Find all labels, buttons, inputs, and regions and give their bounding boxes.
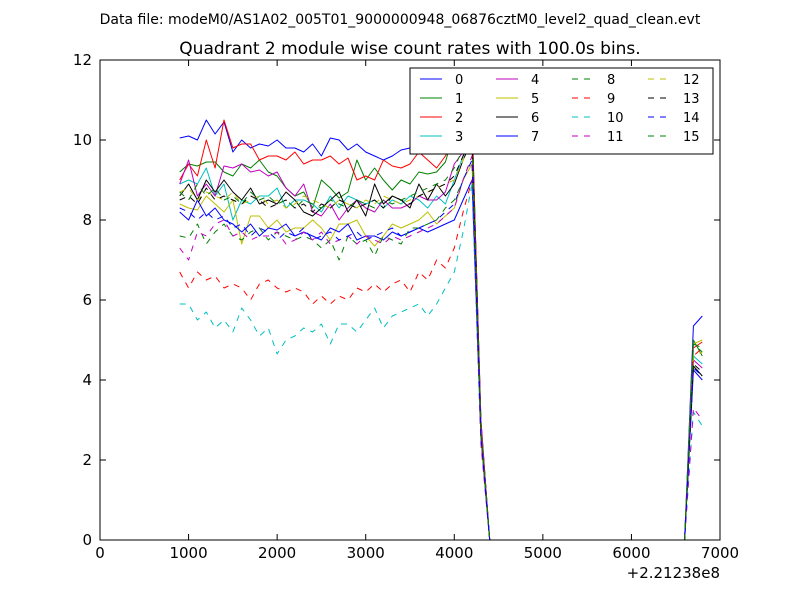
x-tick-label: 4000: [435, 544, 473, 562]
x-tick-label: 7000: [701, 544, 739, 562]
legend-label-6: 6: [531, 111, 539, 126]
series-line-6: [179, 139, 703, 540]
series-line-15: [179, 131, 703, 540]
x-tick-label: 3000: [347, 544, 385, 562]
file-suptitle: Data file: modeM0/AS1A02_005T01_90000009…: [100, 12, 701, 28]
x-tick-label: 6000: [612, 544, 650, 562]
legend-label-9: 9: [607, 92, 615, 107]
legend-label-7: 7: [531, 130, 539, 145]
y-tick-label: 0: [82, 531, 92, 549]
series-line-3: [179, 139, 703, 540]
series-line-4: [179, 139, 703, 540]
plot-area: [179, 81, 703, 540]
x-tick-label: 2000: [258, 544, 296, 562]
y-tick-label: 8: [82, 211, 92, 229]
legend-label-1: 1: [455, 92, 463, 107]
chart-title: Quadrant 2 module wise count rates with …: [179, 39, 640, 59]
legend-label-3: 3: [455, 130, 463, 145]
x-tick-label: 0: [95, 544, 105, 562]
series-line-9: [179, 179, 703, 540]
series-line-14: [179, 159, 703, 540]
series-line-1: [179, 115, 703, 540]
x-offset-label: +2.21238e8: [627, 564, 720, 582]
x-tick-label: 5000: [524, 544, 562, 562]
legend-label-0: 0: [455, 73, 463, 88]
legend-box: [409, 67, 714, 155]
series-line-12: [179, 143, 703, 540]
legend-label-2: 2: [455, 111, 463, 126]
y-tick-label: 12: [73, 51, 92, 69]
legend-label-14: 14: [683, 111, 700, 126]
legend-label-15: 15: [683, 130, 700, 145]
y-tick-label: 2: [82, 451, 92, 469]
series-line-7: [179, 179, 703, 540]
y-tick-label: 6: [82, 291, 92, 309]
legend-label-11: 11: [607, 130, 624, 145]
series-line-11: [179, 155, 703, 540]
series-line-8: [179, 155, 703, 540]
y-tick-label: 10: [73, 131, 92, 149]
series-line-2: [179, 119, 703, 540]
legend-label-13: 13: [683, 92, 700, 107]
legend-label-4: 4: [531, 73, 539, 88]
legend-label-10: 10: [607, 111, 624, 126]
series-line-10: [179, 183, 703, 540]
series-line-13: [179, 135, 703, 540]
x-tick-label: 1000: [169, 544, 207, 562]
legend-label-12: 12: [683, 73, 700, 88]
y-tick-label: 4: [82, 371, 92, 389]
legend-label-8: 8: [607, 73, 615, 88]
legend-label-5: 5: [531, 92, 539, 107]
